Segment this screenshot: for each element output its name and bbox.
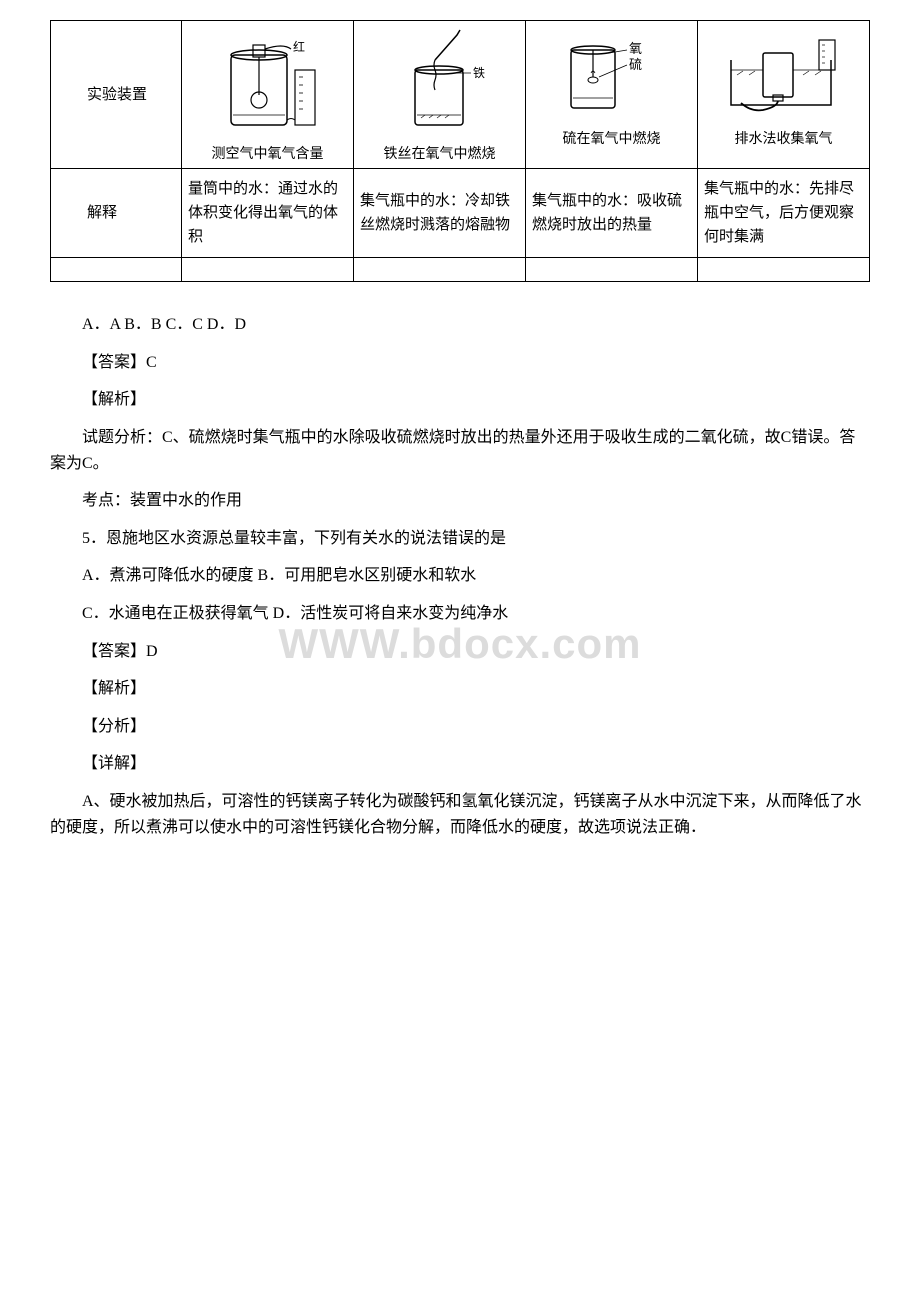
empty-cell — [526, 258, 698, 282]
xiangjie-5: 【详解】 — [50, 751, 870, 777]
row-label-apparatus: 实验装置 — [51, 21, 182, 169]
diagram-caption-2: 铁丝在氧气中燃烧 — [384, 146, 496, 164]
diagram-cell-3: 氧 硫 硫在氧气中燃烧 — [526, 21, 698, 169]
fenxi-5: 【分析】 — [50, 714, 870, 740]
question-5-options-ab: A．煮沸可降低水的硬度 B．可用肥皂水区别硬水和软水 — [50, 563, 870, 589]
row-label-apparatus-text: 实验装置 — [87, 87, 147, 103]
diagram-caption-4: 排水法收集氧气 — [734, 131, 832, 149]
question-5-options-cd: C．水通电在正极获得氧气 D．活性炭可将自来水变为纯净水 — [50, 601, 870, 627]
row-label-explain: 解释 — [51, 169, 182, 258]
label-sulfur: 硫 — [629, 57, 642, 72]
explain-cell-1: 量筒中的水：通过水的体积变化得出氧气的体积 — [182, 169, 354, 258]
explain-cell-3: 集气瓶中的水：吸收硫燃烧时放出的热量 — [526, 169, 698, 258]
water-displacement-diagram — [723, 25, 843, 125]
analysis-label-4: 【解析】 — [50, 387, 870, 413]
empty-cell — [354, 258, 526, 282]
empty-cell — [182, 258, 354, 282]
explain-cell-4: 集气瓶中的水：先排尽瓶中空气，后方便观察何时集满 — [697, 169, 869, 258]
diagram-cell-2: 铁 铁丝在氧气中燃烧 — [354, 21, 526, 169]
options-line: A．A B．B C．C D．D — [50, 312, 870, 338]
empty-cell — [697, 258, 869, 282]
explain-cell-2: 集气瓶中的水：冷却铁丝燃烧时溅落的熔融物 — [354, 169, 526, 258]
diagram-caption-3: 硫在氧气中燃烧 — [562, 131, 660, 149]
table-row — [51, 258, 870, 282]
detail-5a: A、硬水被加热后，可溶性的钙镁离子转化为碳酸钙和氢氧化镁沉淀，钙镁离子从水中沉淀… — [50, 789, 870, 840]
empty-cell — [51, 258, 182, 282]
iron-burning-diagram: 铁 — [385, 25, 495, 140]
question-5-stem: 5．恩施地区水资源总量较丰富，下列有关水的说法错误的是 — [50, 526, 870, 552]
table-row: 实验装置 红 — [51, 21, 870, 169]
diagram-caption-1: 测空气中氧气含量 — [212, 146, 324, 164]
row-label-explain-text: 解释 — [87, 205, 117, 221]
table-row: 解释 量筒中的水：通过水的体积变化得出氧气的体积 集气瓶中的水：冷却铁丝燃烧时溅… — [51, 169, 870, 258]
analysis-label-5: 【解析】 — [50, 676, 870, 702]
answer-5: 【答案】D — [50, 639, 870, 665]
label-oxygen: 氧 — [629, 41, 642, 56]
kaodian-4: 考点：装置中水的作用 — [50, 488, 870, 514]
analysis-text-4: 试题分析：C、硫燃烧时集气瓶中的水除吸收硫燃烧时放出的热量外还用于吸收生成的二氧… — [50, 425, 870, 476]
answer-4: 【答案】C — [50, 350, 870, 376]
diagram-cell-1: 红 测空气中氧气含量 — [182, 21, 354, 169]
label-red: 红 — [293, 39, 305, 54]
experiment-table: 实验装置 红 — [50, 20, 870, 282]
oxygen-in-air-diagram: 红 — [213, 25, 323, 140]
sulfur-burning-diagram: 氧 硫 — [551, 25, 671, 125]
label-iron: 铁 — [473, 66, 485, 80]
diagram-cell-4: 排水法收集氧气 — [697, 21, 869, 169]
